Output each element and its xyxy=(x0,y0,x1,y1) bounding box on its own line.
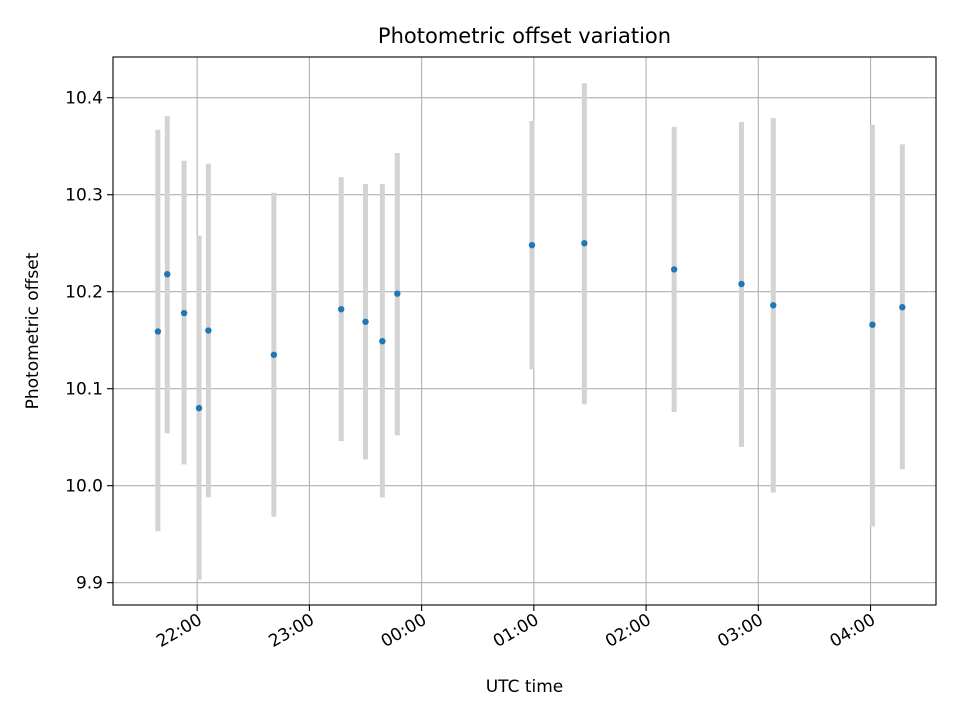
data-point xyxy=(581,240,588,247)
error-bars xyxy=(155,83,905,580)
y-tick-label: 9.9 xyxy=(76,574,103,594)
x-tick-label: 04:00 xyxy=(827,610,879,652)
x-tick-label: 03:00 xyxy=(714,610,766,652)
data-point xyxy=(154,328,162,335)
y-tick-label: 10.0 xyxy=(65,477,103,497)
data-point xyxy=(362,318,369,325)
y-axis-label: Photometric offset xyxy=(23,252,43,409)
plot-frame xyxy=(112,56,937,606)
data-point xyxy=(869,321,876,328)
x-tick-label: 23:00 xyxy=(265,610,317,652)
x-tick-label: 22:00 xyxy=(153,610,205,652)
data-point xyxy=(770,302,777,309)
data-points xyxy=(154,240,906,412)
data-point xyxy=(337,305,345,313)
axis-ticks: 9.9 10.0 10.1 10.2 10.3 10.4 22:00 23:00 00:00 01… xyxy=(65,89,879,652)
y-tick-label: 10.1 xyxy=(65,380,103,400)
x-tick-label: 01:00 xyxy=(490,610,542,652)
y-tick-label: 10.4 xyxy=(65,89,103,109)
data-point xyxy=(379,337,386,345)
x-axis-label: UTC time xyxy=(486,677,564,697)
data-point xyxy=(528,241,536,249)
data-point xyxy=(205,327,212,334)
x-tick-label: 02:00 xyxy=(602,610,654,652)
data-point xyxy=(670,266,678,273)
y-tick-label: 10.2 xyxy=(65,283,103,303)
data-point xyxy=(180,309,188,317)
grid xyxy=(113,57,936,605)
y-tick-label: 10.3 xyxy=(65,186,103,206)
data-point xyxy=(270,351,278,358)
data-point xyxy=(738,280,745,288)
data-point xyxy=(195,404,203,412)
data-point xyxy=(899,304,906,311)
chart-title: Photometric offset variation xyxy=(378,24,671,48)
data-point xyxy=(394,290,401,297)
data-point xyxy=(164,271,171,278)
x-tick-label: 00:00 xyxy=(378,610,430,652)
